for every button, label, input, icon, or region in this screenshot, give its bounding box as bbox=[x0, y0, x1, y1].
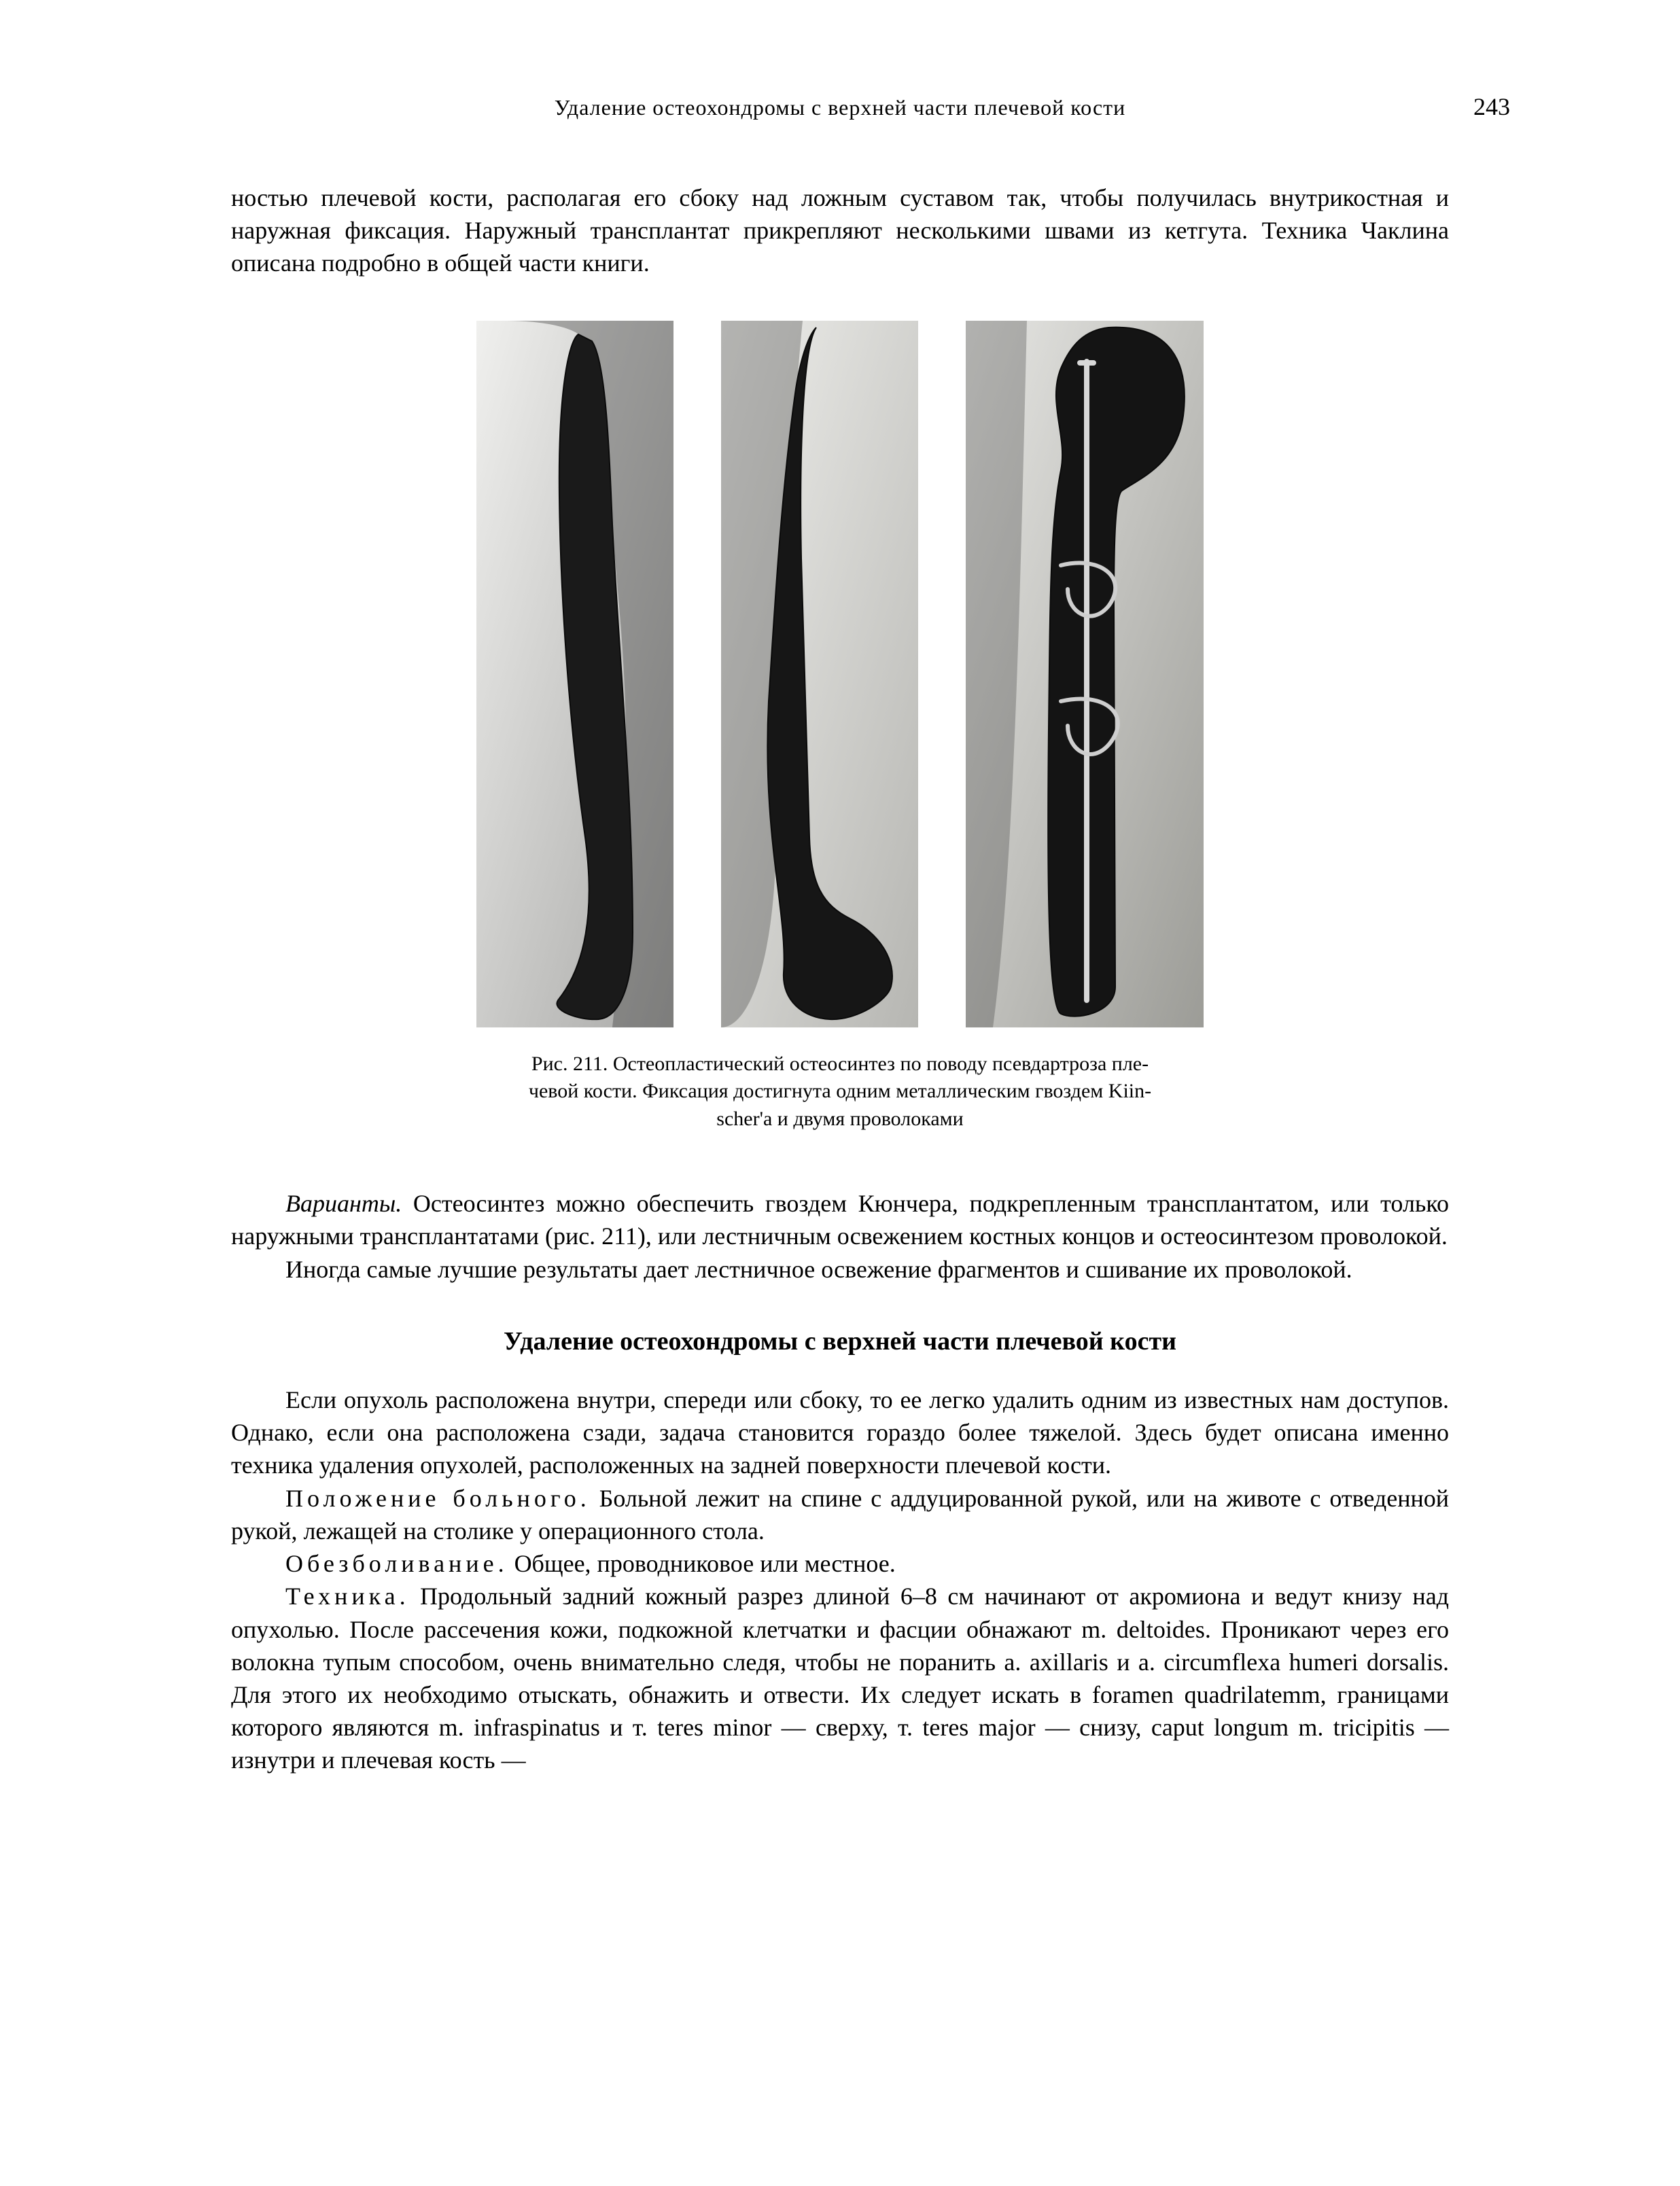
figure-row bbox=[231, 321, 1449, 1027]
intro-paragraph: ностью плечевой кости, располагая его сб… bbox=[231, 181, 1449, 280]
anesthesia-paragraph: Обезболивание. Общее, проводниковое или … bbox=[231, 1547, 1449, 1580]
running-title: Удаление остеохондромы с верхней части п… bbox=[555, 95, 1126, 120]
anesthesia-text: Общее, проводниковое или местное. bbox=[508, 1550, 896, 1577]
intro-block: ностью плечевой кости, располагая его сб… bbox=[231, 181, 1449, 280]
position-label: Положение больного. bbox=[285, 1485, 591, 1512]
variants-block: Варианты. Остеосинтез можно обеспечить г… bbox=[231, 1187, 1449, 1286]
figure-211: Рис. 211. Остеопластический остеосинтез … bbox=[231, 321, 1449, 1133]
variants-text: Остеосинтез можно обеспечить гвоздем Кюн… bbox=[231, 1190, 1449, 1250]
figure-caption: Рис. 211. Остеопластический остеосинтез … bbox=[473, 1051, 1207, 1133]
paragraph-1: Если опухоль расположена внутри, спереди… bbox=[231, 1383, 1449, 1482]
position-paragraph: Положение больного. Больной лежит на спи… bbox=[231, 1482, 1449, 1547]
xray-panel-1 bbox=[476, 321, 673, 1027]
running-head: Удаление остеохондромы с верхней части п… bbox=[231, 95, 1449, 120]
variants-label: Варианты. bbox=[285, 1190, 402, 1217]
xray-panel-2 bbox=[721, 321, 918, 1027]
section-heading: Удаление остеохондромы с верхней части п… bbox=[231, 1326, 1449, 1356]
page: Удаление остеохондромы с верхней части п… bbox=[0, 0, 1680, 2186]
variants-paragraph-2: Иногда самые лучшие результаты дает лест… bbox=[231, 1253, 1449, 1286]
main-block: Если опухоль расположена внутри, спереди… bbox=[231, 1383, 1449, 1777]
technique-text: Продольный задний кожный разрез длиной 6… bbox=[231, 1583, 1449, 1774]
page-number: 243 bbox=[1473, 92, 1510, 121]
variants-paragraph: Варианты. Остеосинтез можно обеспечить г… bbox=[231, 1187, 1449, 1252]
technique-label: Техника. bbox=[285, 1583, 410, 1610]
xray-panel-3 bbox=[966, 321, 1204, 1027]
technique-paragraph: Техника. Продольный задний кожный разрез… bbox=[231, 1580, 1449, 1776]
anesthesia-label: Обезболивание. bbox=[285, 1550, 508, 1577]
